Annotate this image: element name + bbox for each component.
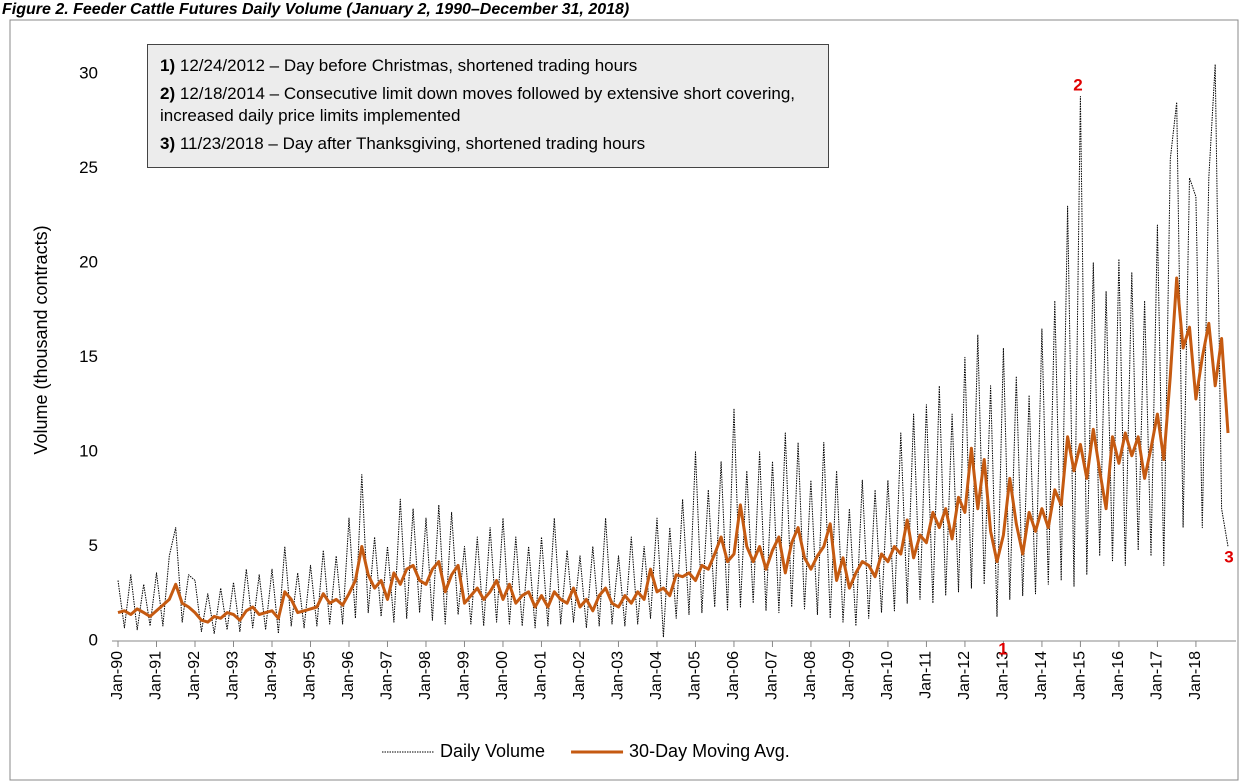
note-number: 2) [160, 84, 176, 104]
x-tick-label: Jan-08 [802, 651, 819, 700]
event-marker: 2 [1073, 75, 1082, 94]
x-tick-label: Jan-91 [148, 651, 165, 700]
y-tick-label: 20 [79, 252, 98, 271]
x-tick-label: Jan-16 [1110, 651, 1127, 700]
legend-label: 30-Day Moving Avg. [629, 741, 790, 761]
x-tick-label: Jan-98 [417, 651, 434, 700]
x-tick-label: Jan-06 [725, 651, 742, 700]
x-tick-label: Jan-94 [263, 651, 280, 700]
x-tick-label: Jan-18 [1187, 651, 1204, 700]
legend-label: Daily Volume [440, 741, 545, 761]
x-tick-label: Jan-17 [1149, 651, 1166, 700]
note-text: 11/23/2018 – Day after Thanksgiving, sho… [179, 134, 646, 154]
x-tick-label: Jan-12 [956, 651, 973, 700]
x-tick-label: Jan-13 [995, 651, 1012, 700]
x-tick-label: Jan-03 [610, 651, 627, 700]
note: 3) 11/23/2018 – Day after Thanksgiving, … [160, 133, 820, 155]
event-marker: 1 [998, 639, 1007, 658]
y-tick-label: 0 [89, 630, 98, 649]
x-tick-label: Jan-11 [918, 651, 935, 699]
note-number: 1) [160, 56, 176, 75]
y-axis-label: Volume (thousand contracts) [31, 225, 51, 454]
x-tick-label: Jan-01 [533, 651, 550, 700]
x-tick-label: Jan-10 [879, 651, 896, 700]
x-tick-label: Jan-15 [1072, 651, 1089, 700]
x-tick-label: Jan-04 [648, 651, 665, 700]
x-tick-label: Jan-05 [687, 651, 704, 700]
x-tick-label: Jan-07 [764, 651, 781, 700]
note-text: 12/18/2014 – Consecutive limit down move… [160, 84, 796, 126]
y-tick-label: 10 [79, 441, 98, 460]
x-tick-label: Jan-09 [841, 651, 858, 700]
event-marker: 3 [1224, 547, 1233, 566]
volume-line [117, 63, 1229, 638]
x-tick-label: Jan-95 [302, 651, 319, 700]
note: 1) 12/24/2012 – Day before Christmas, sh… [160, 55, 820, 77]
note: 2) 12/18/2014 – Consecutive limit down m… [160, 83, 820, 127]
x-tick-label: Jan-02 [571, 651, 588, 700]
note-text: 12/24/2012 – Day before Christmas, short… [179, 56, 638, 75]
y-tick-label: 15 [79, 347, 98, 366]
x-tick-label: Jan-00 [494, 651, 511, 700]
y-tick-label: 5 [89, 536, 98, 555]
x-tick-label: Jan-97 [379, 651, 396, 700]
x-tick-label: Jan-92 [186, 651, 203, 700]
x-tick-label: Jan-93 [225, 651, 242, 700]
y-tick-label: 25 [79, 158, 98, 177]
notes-box: 1) 12/24/2012 – Day before Christmas, sh… [147, 44, 829, 169]
x-tick-label: Jan-99 [456, 651, 473, 700]
x-tick-label: Jan-14 [1033, 651, 1050, 700]
note-number: 3) [160, 134, 176, 154]
average-line [117, 276, 1230, 624]
x-tick-label: Jan-90 [109, 651, 126, 700]
x-tick-label: Jan-96 [340, 651, 357, 700]
y-tick-label: 30 [79, 63, 98, 82]
chart-title: Figure 2. Feeder Cattle Futures Daily Vo… [2, 1, 629, 18]
